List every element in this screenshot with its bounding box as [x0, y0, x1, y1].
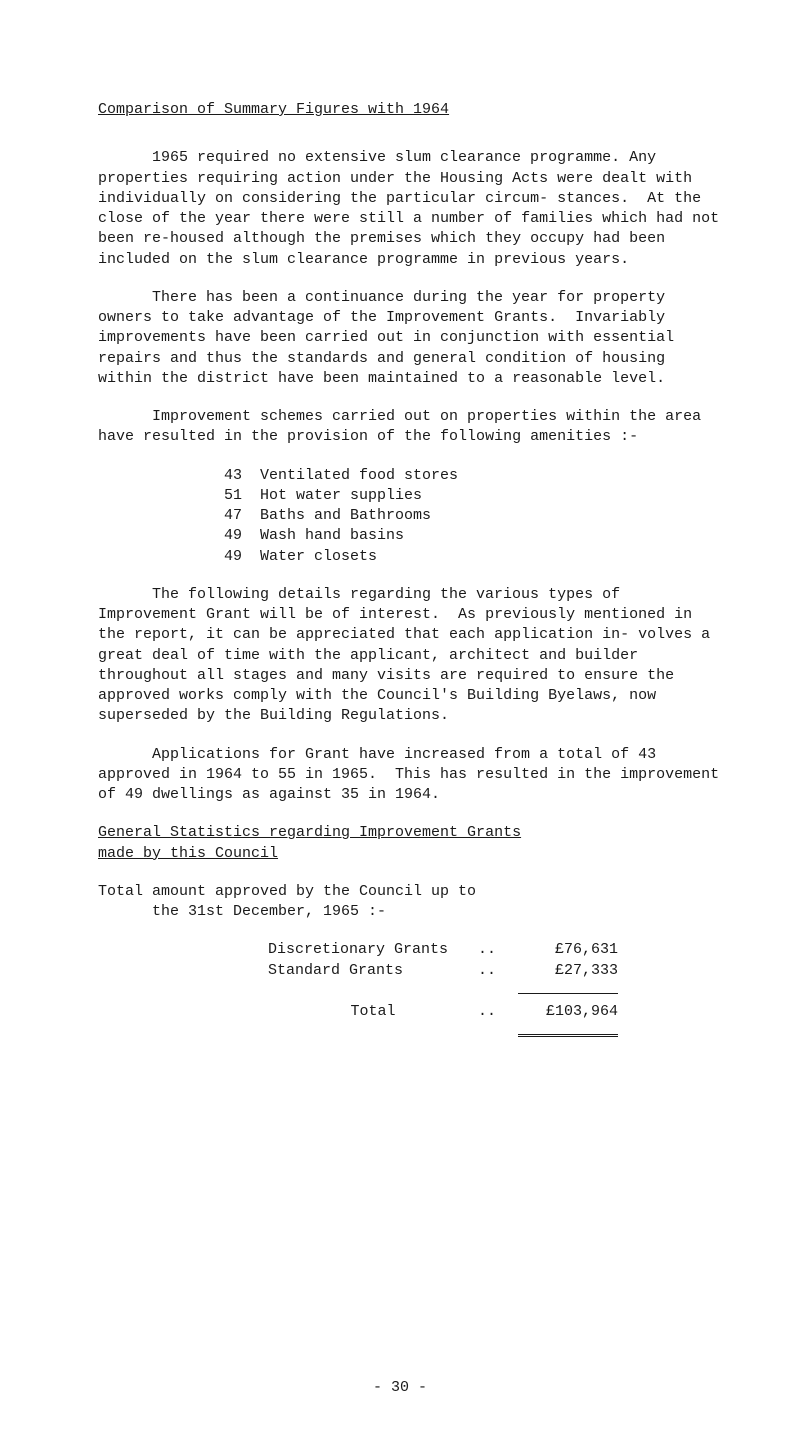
- subsection-heading: General Statistics regarding Improvement…: [98, 823, 720, 864]
- subheading-line-2: made by this Council: [98, 845, 278, 862]
- paragraph-2: There has been a continuance during the …: [98, 288, 720, 389]
- page-number: - 30 -: [0, 1378, 800, 1398]
- total-label-line-1: Total amount approved by the Council up …: [98, 883, 476, 900]
- list-number: 49: [224, 526, 260, 546]
- table-row: Discretionary Grants .. £76,631: [268, 940, 720, 960]
- section-heading: Comparison of Summary Figures with 1964: [98, 100, 720, 120]
- list-item: 49 Water closets: [224, 547, 720, 567]
- list-label: Ventilated food stores: [260, 466, 458, 486]
- grant-value: £27,333: [518, 961, 618, 981]
- list-item: 49 Wash hand basins: [224, 526, 720, 546]
- list-number: 49: [224, 547, 260, 567]
- grant-label: Discretionary Grants: [268, 940, 478, 960]
- grants-total-row: Total .. £103,964: [268, 1002, 720, 1022]
- list-number: 43: [224, 466, 260, 486]
- dots: ..: [478, 1002, 518, 1022]
- grants-table: Discretionary Grants .. £76,631 Standard…: [268, 940, 720, 981]
- total-value: £103,964: [518, 1002, 618, 1022]
- list-item: 43 Ventilated food stores: [224, 466, 720, 486]
- paragraph-4: The following details regarding the vari…: [98, 585, 720, 727]
- amenities-list: 43 Ventilated food stores 51 Hot water s…: [224, 466, 720, 567]
- list-number: 51: [224, 486, 260, 506]
- table-row: Standard Grants .. £27,333: [268, 961, 720, 981]
- list-label: Hot water supplies: [260, 486, 422, 506]
- total-amount-label: Total amount approved by the Council up …: [98, 882, 720, 923]
- grant-value: £76,631: [518, 940, 618, 960]
- paragraph-5: Applications for Grant have increased fr…: [98, 745, 720, 806]
- list-label: Wash hand basins: [260, 526, 404, 546]
- subtotal-rule: [518, 993, 618, 994]
- list-label: Baths and Bathrooms: [260, 506, 431, 526]
- paragraph-1: 1965 required no extensive slum clearanc…: [98, 148, 720, 270]
- list-item: 47 Baths and Bathrooms: [224, 506, 720, 526]
- total-label-line-2: the 31st December, 1965 :-: [152, 903, 386, 920]
- list-label: Water closets: [260, 547, 377, 567]
- subheading-line-1: General Statistics regarding Improvement…: [98, 824, 521, 841]
- dots: ..: [478, 940, 518, 960]
- total-label: Total: [268, 1002, 478, 1022]
- total-double-rule: [518, 1034, 618, 1037]
- document-page: Comparison of Summary Figures with 1964 …: [0, 0, 800, 1446]
- list-number: 47: [224, 506, 260, 526]
- paragraph-3: Improvement schemes carried out on prope…: [98, 407, 720, 448]
- list-item: 51 Hot water supplies: [224, 486, 720, 506]
- dots: ..: [478, 961, 518, 981]
- grant-label: Standard Grants: [268, 961, 478, 981]
- table-row: Total .. £103,964: [268, 1002, 720, 1022]
